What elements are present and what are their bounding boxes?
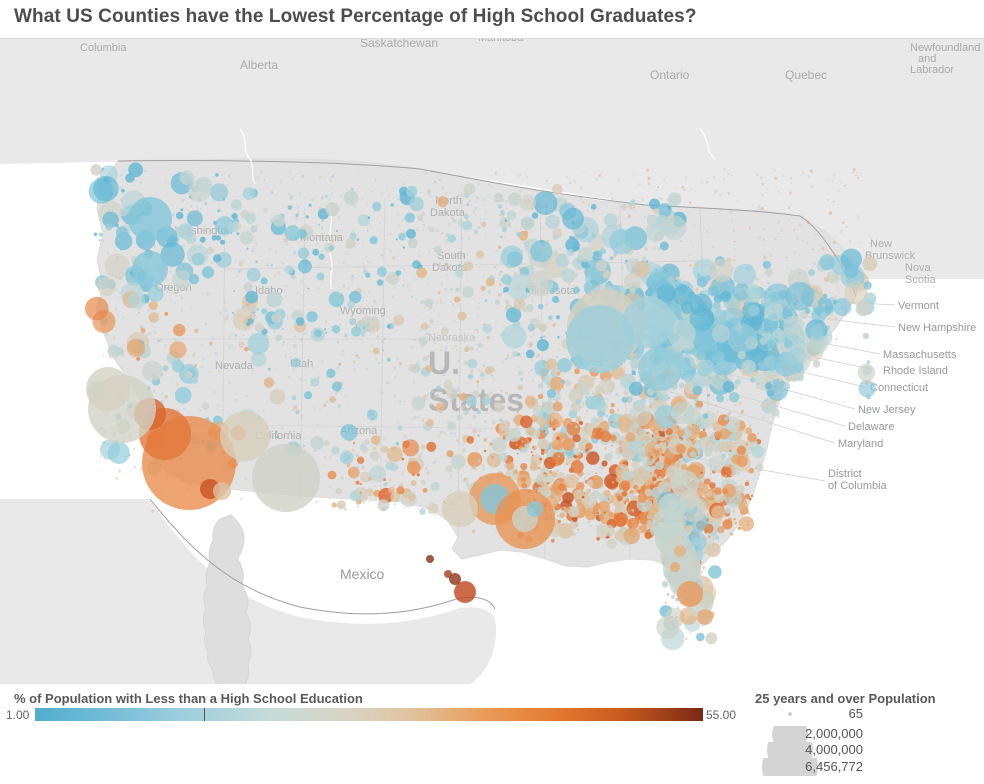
svg-text:6,456,772: 6,456,772 [805,759,863,774]
svg-text:65: 65 [849,706,863,721]
svg-text:4,000,000: 4,000,000 [805,742,863,757]
svg-text:2,000,000: 2,000,000 [805,726,863,741]
